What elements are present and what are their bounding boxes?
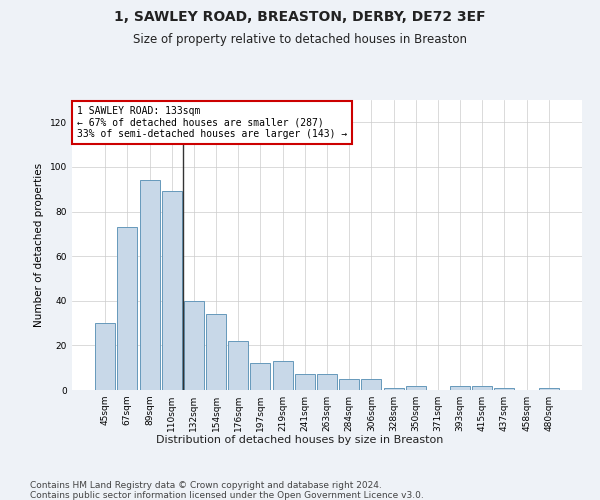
Bar <box>140 180 160 390</box>
Bar <box>339 379 359 390</box>
Bar <box>317 374 337 390</box>
Text: 1, SAWLEY ROAD, BREASTON, DERBY, DE72 3EF: 1, SAWLEY ROAD, BREASTON, DERBY, DE72 3E… <box>114 10 486 24</box>
Y-axis label: Number of detached properties: Number of detached properties <box>34 163 44 327</box>
Bar <box>472 386 492 390</box>
Text: Size of property relative to detached houses in Breaston: Size of property relative to detached ho… <box>133 32 467 46</box>
Text: 1 SAWLEY ROAD: 133sqm
← 67% of detached houses are smaller (287)
33% of semi-det: 1 SAWLEY ROAD: 133sqm ← 67% of detached … <box>77 106 347 139</box>
Text: Distribution of detached houses by size in Breaston: Distribution of detached houses by size … <box>157 435 443 445</box>
Bar <box>450 386 470 390</box>
Bar <box>228 341 248 390</box>
Bar <box>494 388 514 390</box>
Bar <box>539 388 559 390</box>
Bar <box>184 301 204 390</box>
Bar <box>295 374 315 390</box>
Text: Contains HM Land Registry data © Crown copyright and database right 2024.
Contai: Contains HM Land Registry data © Crown c… <box>30 480 424 500</box>
Bar <box>118 227 137 390</box>
Bar <box>361 379 382 390</box>
Bar <box>250 363 271 390</box>
Bar <box>406 386 426 390</box>
Bar <box>95 323 115 390</box>
Bar <box>383 388 404 390</box>
Bar <box>272 361 293 390</box>
Bar <box>162 192 182 390</box>
Bar <box>206 314 226 390</box>
